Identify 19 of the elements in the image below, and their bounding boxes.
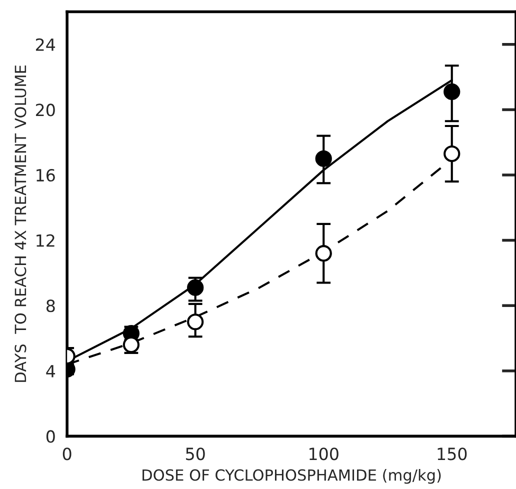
y-tick-label: 12 bbox=[36, 234, 54, 247]
y-tick-label: 8 bbox=[46, 300, 55, 312]
y-tick-label: 16 bbox=[36, 168, 55, 182]
point bbox=[444, 145, 460, 162]
x-tick-label: 50 bbox=[186, 448, 205, 460]
y-axis-title: DAYS TO REACH 4X TREATMENT VOLUME bbox=[14, 66, 26, 382]
y-tick-label: 20 bbox=[36, 104, 55, 116]
y-tick-label: 0 bbox=[46, 430, 55, 443]
x-axis-title: DOSE OF CYCLOPHOSPHAMIDE (mg/kg) bbox=[142, 468, 441, 484]
point bbox=[315, 245, 332, 262]
point bbox=[315, 150, 332, 167]
x-tick-label: 100 bbox=[310, 448, 338, 460]
y-tick-label: 24 bbox=[36, 38, 56, 51]
point bbox=[187, 279, 204, 296]
x-tick-label: 150 bbox=[438, 448, 467, 460]
point bbox=[187, 314, 204, 330]
y-tick-label: 4 bbox=[46, 365, 56, 378]
point bbox=[444, 83, 460, 100]
x-tick-label: 0 bbox=[62, 448, 72, 460]
